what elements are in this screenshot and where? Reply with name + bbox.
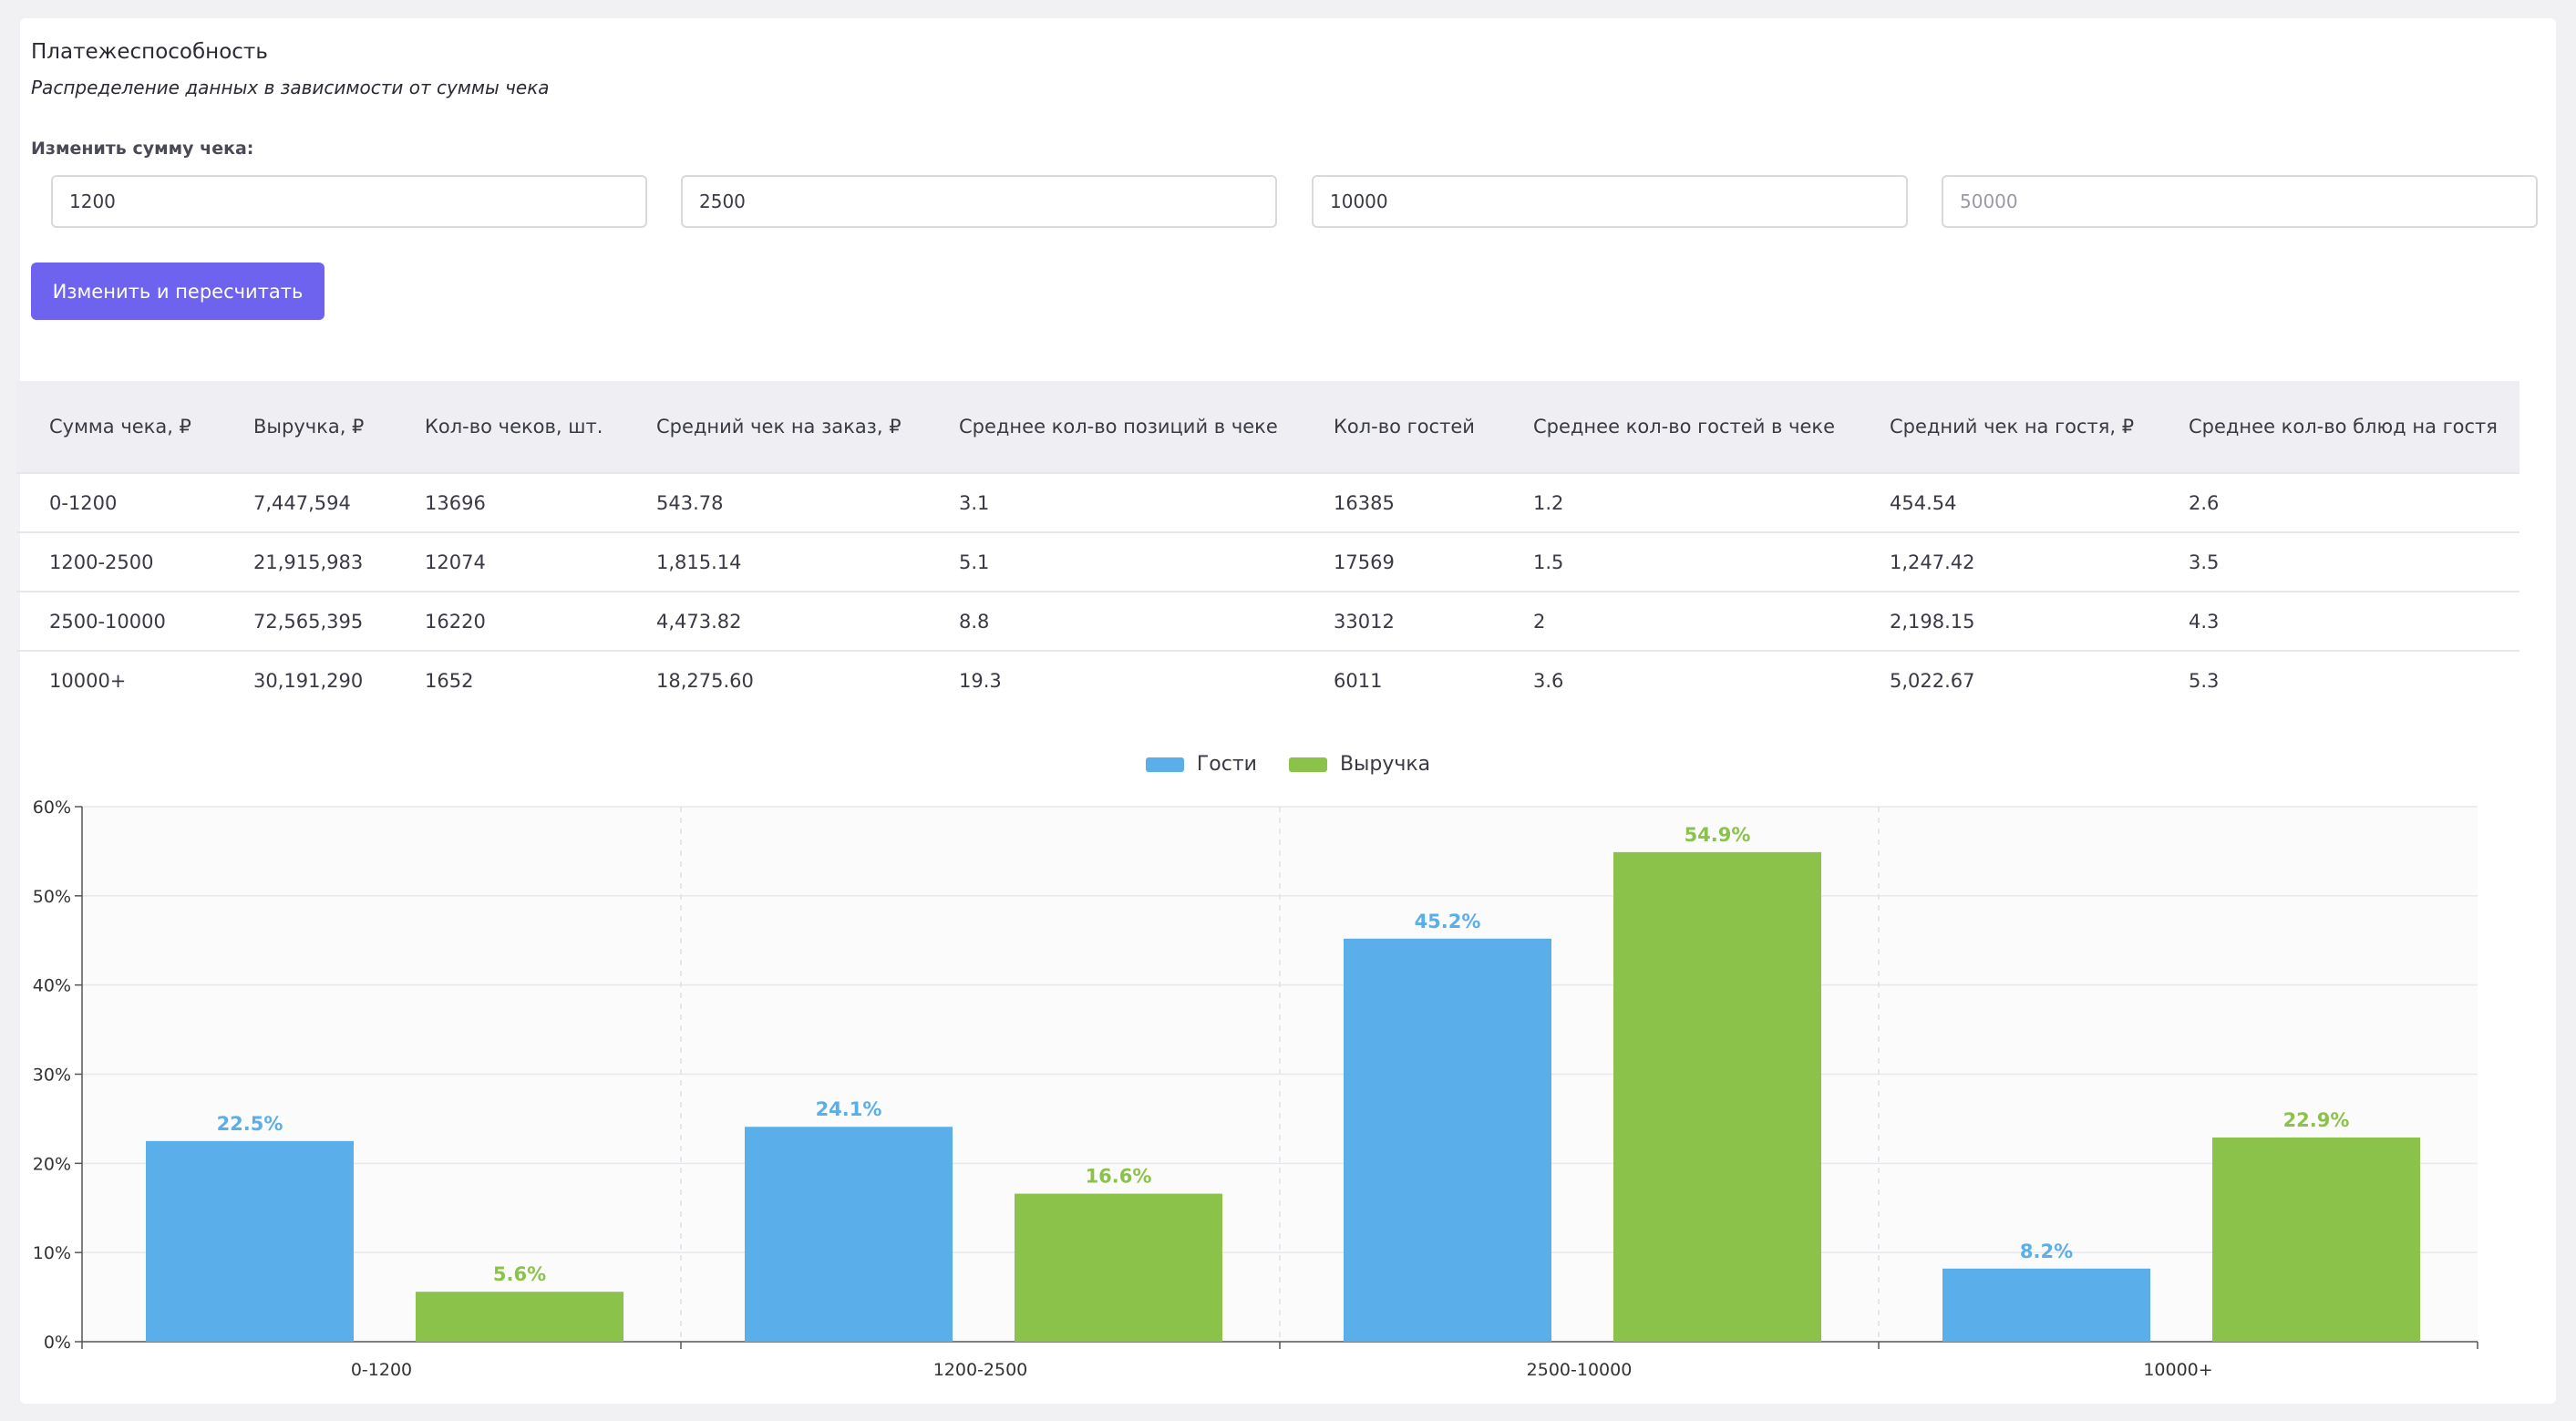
column-header: Средний чек на заказ, ₽ bbox=[623, 381, 926, 473]
column-header: Кол-во чеков, шт. bbox=[392, 381, 623, 473]
y-tick-label: 30% bbox=[33, 1066, 71, 1086]
bar-revenue bbox=[1613, 851, 1821, 1342]
bar-data-label: 22.5% bbox=[217, 1113, 283, 1135]
legend-item-guests[interactable]: Гости bbox=[1145, 753, 1257, 776]
legend-swatch-guests bbox=[1145, 757, 1184, 772]
column-header: Выручка, ₽ bbox=[221, 381, 392, 473]
table-cell: 3.5 bbox=[2156, 531, 2519, 592]
table-cell: 1.2 bbox=[1500, 472, 1857, 532]
legend-swatch-revenue bbox=[1288, 757, 1327, 772]
table-cell: 3.1 bbox=[926, 472, 1301, 532]
table-cell: 1652 bbox=[392, 650, 623, 709]
table-cell: 4,473.82 bbox=[623, 591, 926, 651]
x-tick-label: 10000+ bbox=[2143, 1360, 2212, 1380]
page-subtitle: Распределение данных в зависимости от су… bbox=[31, 77, 550, 98]
table-cell: 10000+ bbox=[16, 650, 221, 709]
table-cell: 1200-2500 bbox=[16, 531, 221, 592]
y-tick-label: 0% bbox=[44, 1333, 71, 1353]
bar-guests bbox=[745, 1127, 953, 1342]
bar-data-label: 8.2% bbox=[2020, 1241, 2073, 1262]
y-tick-label: 20% bbox=[33, 1154, 71, 1174]
table-cell: 2,198.15 bbox=[1857, 591, 2156, 651]
table-cell: 3.6 bbox=[1500, 650, 1857, 709]
table-cell: 4.3 bbox=[2156, 591, 2519, 651]
legend-label-revenue: Выручка bbox=[1339, 753, 1431, 776]
legend-label-guests: Гости bbox=[1196, 753, 1257, 776]
chart-legend: Гости Выручка bbox=[0, 753, 2576, 776]
table-cell: 7,447,594 bbox=[221, 472, 392, 532]
table-cell: 5.3 bbox=[2156, 650, 2519, 709]
table-cell: 2500-10000 bbox=[16, 591, 221, 651]
table-cell: 17569 bbox=[1301, 531, 1500, 592]
table-row: 1200-2500 21,915,983 12074 1,815.14 5.1 … bbox=[16, 531, 2519, 592]
bar-guests bbox=[1344, 938, 1551, 1342]
bar-guests bbox=[146, 1140, 354, 1342]
table-header-row: Сумма чека, ₽ Выручка, ₽ Кол-во чеков, ш… bbox=[16, 381, 2519, 473]
threshold-4-input[interactable] bbox=[1942, 175, 2538, 228]
table-cell: 5,022.67 bbox=[1857, 650, 2156, 709]
table-cell: 8.8 bbox=[926, 591, 1301, 651]
table-cell: 543.78 bbox=[623, 472, 926, 532]
table-cell: 12074 bbox=[392, 531, 623, 592]
column-header: Кол-во гостей bbox=[1301, 381, 1500, 473]
table-cell: 21,915,983 bbox=[221, 531, 392, 592]
bar-revenue bbox=[416, 1292, 623, 1342]
bar-data-label: 22.9% bbox=[2283, 1109, 2350, 1131]
y-tick-label: 50% bbox=[33, 887, 71, 907]
table-cell: 16220 bbox=[392, 591, 623, 651]
recalculate-button[interactable]: Изменить и пересчитать bbox=[31, 263, 325, 320]
x-tick-label: 0-1200 bbox=[351, 1360, 412, 1380]
bar-data-label: 24.1% bbox=[816, 1098, 882, 1120]
table-cell: 19.3 bbox=[926, 650, 1301, 709]
change-sum-label: Изменить сумму чека: bbox=[31, 139, 254, 159]
table-row: 10000+ 30,191,290 1652 18,275.60 19.3 60… bbox=[16, 650, 2519, 709]
x-tick-label: 2500-10000 bbox=[1527, 1360, 1633, 1380]
bar-revenue bbox=[2212, 1137, 2420, 1342]
table-cell: 5.1 bbox=[926, 531, 1301, 592]
table-cell: 30,191,290 bbox=[221, 650, 392, 709]
x-tick-label: 1200-2500 bbox=[933, 1360, 1028, 1380]
table-cell: 1.5 bbox=[1500, 531, 1857, 592]
table-cell: 6011 bbox=[1301, 650, 1500, 709]
table-row: 2500-10000 72,565,395 16220 4,473.82 8.8… bbox=[16, 591, 2519, 651]
bar-revenue bbox=[1015, 1193, 1222, 1342]
table-cell: 72,565,395 bbox=[221, 591, 392, 651]
bar-data-label: 5.6% bbox=[493, 1263, 546, 1285]
bar-guests bbox=[1942, 1268, 2150, 1342]
table-cell: 0-1200 bbox=[16, 472, 221, 532]
y-tick-label: 40% bbox=[33, 976, 71, 996]
stats-table: Сумма чека, ₽ Выручка, ₽ Кол-во чеков, ш… bbox=[16, 381, 2519, 709]
bar-data-label: 16.6% bbox=[1086, 1166, 1152, 1188]
column-header: Сумма чека, ₽ bbox=[16, 381, 221, 473]
column-header: Среднее кол-во позиций в чеке bbox=[926, 381, 1301, 473]
y-tick-label: 60% bbox=[33, 798, 71, 818]
threshold-3-input[interactable] bbox=[1312, 175, 1908, 228]
column-header: Средний чек на гостя, ₽ bbox=[1857, 381, 2156, 473]
table-cell: 13696 bbox=[392, 472, 623, 532]
column-header: Среднее кол-во гостей в чеке bbox=[1500, 381, 1857, 473]
table-cell: 2.6 bbox=[2156, 472, 2519, 532]
threshold-1-input[interactable] bbox=[51, 175, 647, 228]
table-row: 0-1200 7,447,594 13696 543.78 3.1 16385 … bbox=[16, 472, 2519, 532]
table-cell: 1,815.14 bbox=[623, 531, 926, 592]
table-cell: 1,247.42 bbox=[1857, 531, 2156, 592]
table-cell: 33012 bbox=[1301, 591, 1500, 651]
bar-data-label: 54.9% bbox=[1685, 824, 1751, 846]
y-tick-label: 10% bbox=[33, 1243, 71, 1263]
table-cell: 18,275.60 bbox=[623, 650, 926, 709]
legend-item-revenue[interactable]: Выручка bbox=[1288, 753, 1431, 776]
page-title: Платежеспособность bbox=[31, 40, 268, 64]
table-cell: 2 bbox=[1500, 591, 1857, 651]
table-cell: 454.54 bbox=[1857, 472, 2156, 532]
threshold-2-input[interactable] bbox=[681, 175, 1277, 228]
bar-data-label: 45.2% bbox=[1415, 911, 1481, 932]
table-cell: 16385 bbox=[1301, 472, 1500, 532]
column-header: Среднее кол-во блюд на гостя bbox=[2156, 381, 2519, 473]
